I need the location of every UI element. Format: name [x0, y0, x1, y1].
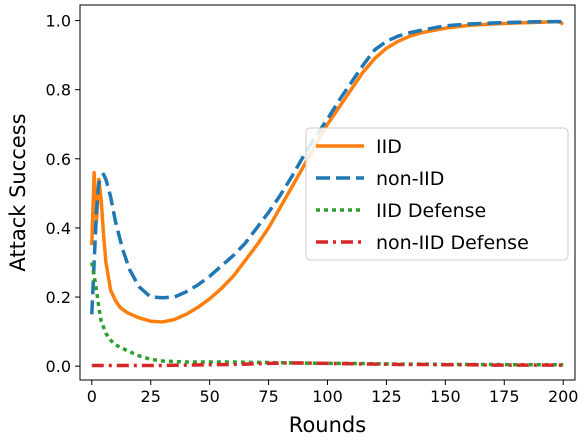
y-tick-label: 0.0: [46, 357, 71, 376]
y-tick-label: 0.6: [46, 150, 71, 169]
y-tick-label: 1.0: [46, 12, 71, 31]
x-tick-label: 0: [87, 387, 97, 406]
series-line-iid-defense: [90, 262, 564, 367]
legend-entry-label: non-IID: [376, 168, 444, 190]
series-line-iid: [90, 19, 565, 324]
x-tick-label: 125: [371, 387, 402, 406]
legend-box: [305, 127, 569, 261]
x-tick-label: 100: [312, 387, 343, 406]
legend-entry-label: IID Defense: [376, 200, 486, 222]
y-tick-label: 0.4: [46, 219, 71, 238]
x-axis-label: Rounds: [289, 413, 366, 437]
y-axis-label: Attack Success: [6, 113, 30, 271]
legend: IID non-IID IID Defense non-IID Defense: [305, 127, 569, 261]
legend-entry-label: IID: [376, 136, 402, 158]
x-tick-label: 175: [489, 387, 520, 406]
y-tick-label: 0.2: [46, 288, 71, 307]
x-tick-label: 50: [199, 387, 219, 406]
x-tick-label: 75: [258, 387, 278, 406]
x-axis-ticks: 0 25 50 75 100 125 150 175 200: [87, 380, 579, 406]
x-tick-label: 25: [141, 387, 161, 406]
x-tick-label: 200: [548, 387, 579, 406]
y-tick-label: 0.8: [46, 81, 71, 100]
series-line-non-iid: [90, 19, 564, 315]
x-tick-label: 150: [430, 387, 461, 406]
y-axis-ticks: 0.0 0.2 0.4 0.6 0.8 1.0: [46, 12, 80, 376]
series-line-non-iid-defense: [91, 361, 564, 368]
plot-lines: [90, 19, 565, 368]
legend-entry-label: non-IID Defense: [376, 232, 529, 254]
